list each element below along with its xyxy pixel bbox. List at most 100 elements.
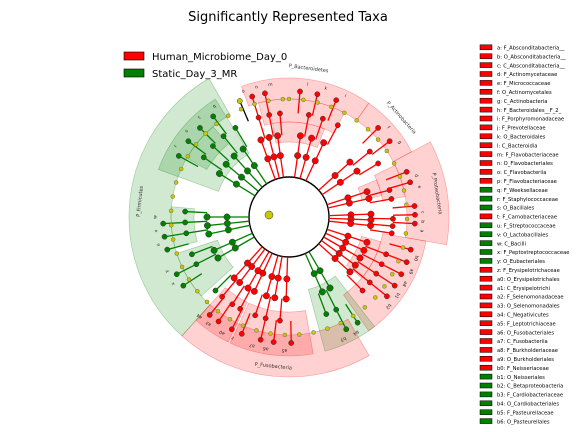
side-list-item: m: F_Flavobacteriaceae — [497, 152, 559, 158]
leaf-node — [240, 323, 246, 328]
tree-branch — [212, 115, 227, 135]
side-list-swatch — [479, 195, 493, 202]
tree-node — [388, 196, 395, 202]
tree-branch — [223, 135, 238, 154]
tree-node — [343, 326, 350, 333]
side-list-swatch — [479, 142, 493, 148]
tree-branch — [218, 302, 232, 322]
leaf-node — [400, 245, 406, 250]
clade-letter-label: l — [307, 82, 309, 88]
tree-node — [266, 112, 273, 118]
tree-node — [390, 215, 396, 222]
tree-node — [305, 112, 312, 118]
tree-branch — [308, 251, 321, 272]
clade-sector — [128, 78, 231, 337]
side-list-swatch — [479, 409, 493, 415]
clade-letter-label: b1 — [393, 291, 401, 299]
tree-node — [391, 282, 398, 289]
tree-branch — [247, 246, 263, 264]
tree-branch — [286, 256, 289, 279]
tree-branch — [362, 127, 379, 144]
tree-branch — [271, 255, 279, 277]
tree-node — [412, 211, 418, 218]
tree-branch — [234, 236, 255, 249]
phylum-label: P_Fusobacteria — [254, 362, 292, 372]
side-list-item: r: F_Staphylococcaceae — [497, 197, 558, 203]
tree-node — [252, 312, 258, 319]
tree-branch — [311, 94, 318, 116]
leaf-node — [179, 264, 185, 270]
leaf-node — [384, 148, 390, 154]
clade-letter-label: e — [416, 185, 422, 189]
tree-node — [161, 233, 168, 240]
tree-branch — [232, 232, 253, 243]
side-list-item: b2: C_Betaproteobacteria — [497, 384, 563, 390]
leaf-node — [365, 127, 371, 132]
clade-letter-label: m — [268, 83, 273, 89]
side-list-swatch — [479, 284, 493, 291]
tree-node — [160, 220, 167, 227]
side-list-item: h: F_Bacteroidales__F_2_ — [497, 108, 562, 114]
root-ring — [248, 176, 330, 258]
tree-branch — [262, 252, 273, 274]
tree-node — [365, 195, 373, 203]
tree-branch — [199, 127, 216, 144]
tree-branch — [371, 140, 391, 155]
clade-sector — [170, 206, 198, 248]
side-list-swatch — [479, 275, 493, 282]
tree-node — [197, 125, 203, 131]
tree-node — [277, 317, 283, 324]
side-list-item: a3: O_Selenomonadales — [497, 304, 560, 310]
tree-branch — [318, 175, 336, 191]
tree-branch — [251, 96, 260, 118]
legend-label-human: Human_Microbiome_Day_0 — [152, 52, 287, 63]
side-list-item: a9: O_Burkholderiales — [497, 357, 554, 363]
side-list-swatch — [479, 311, 493, 318]
side-list-swatch — [479, 267, 493, 273]
tree-branch — [325, 289, 337, 310]
leaf-node — [404, 216, 410, 222]
side-list-item: l: C_Bacteroidia — [497, 143, 537, 149]
tree-branch — [163, 221, 186, 225]
clade-letter-label: d — [413, 173, 420, 178]
tree-node — [310, 270, 318, 278]
side-list-item: b6: O_Pasteurellales — [497, 419, 550, 425]
tree-branch — [268, 114, 274, 137]
tree-branch — [279, 298, 283, 321]
tree-node — [210, 113, 217, 120]
tree-branch — [328, 214, 351, 217]
clade-letter-label: a0 — [218, 329, 226, 337]
side-list-swatch — [479, 169, 493, 175]
side-list-item: w: C_Bacilli — [497, 241, 526, 247]
side-list-item: p: F_Flavobacteriaceae — [497, 179, 557, 185]
tree-branch — [167, 243, 189, 251]
tree-node — [219, 293, 226, 300]
tree-node — [262, 292, 270, 300]
tree-node — [398, 271, 405, 278]
side-list-swatch — [479, 347, 493, 353]
clade-letter-label: q — [212, 104, 217, 110]
tree-node — [270, 339, 277, 345]
tree-branch — [388, 181, 411, 189]
tree-branch — [185, 210, 208, 214]
tree-node — [236, 279, 244, 286]
side-list-swatch — [479, 80, 493, 86]
tree-node — [351, 261, 359, 269]
tree-node — [230, 274, 238, 282]
tree-branch — [345, 303, 359, 324]
tree-branch — [186, 229, 209, 234]
tree-node — [354, 319, 361, 326]
leaf-node — [301, 97, 306, 103]
tree-node — [164, 246, 171, 253]
side-list-item: t: F_Carnobacteriaceae — [497, 215, 557, 221]
leaf-node — [238, 107, 244, 112]
leaf-node — [297, 332, 302, 337]
tree-node — [384, 293, 390, 300]
tree-node — [386, 187, 393, 193]
leaf-node — [174, 251, 179, 256]
tree-node — [297, 88, 303, 95]
leaf-node — [280, 96, 286, 102]
tree-node — [360, 246, 368, 254]
side-list-swatch — [479, 151, 493, 157]
